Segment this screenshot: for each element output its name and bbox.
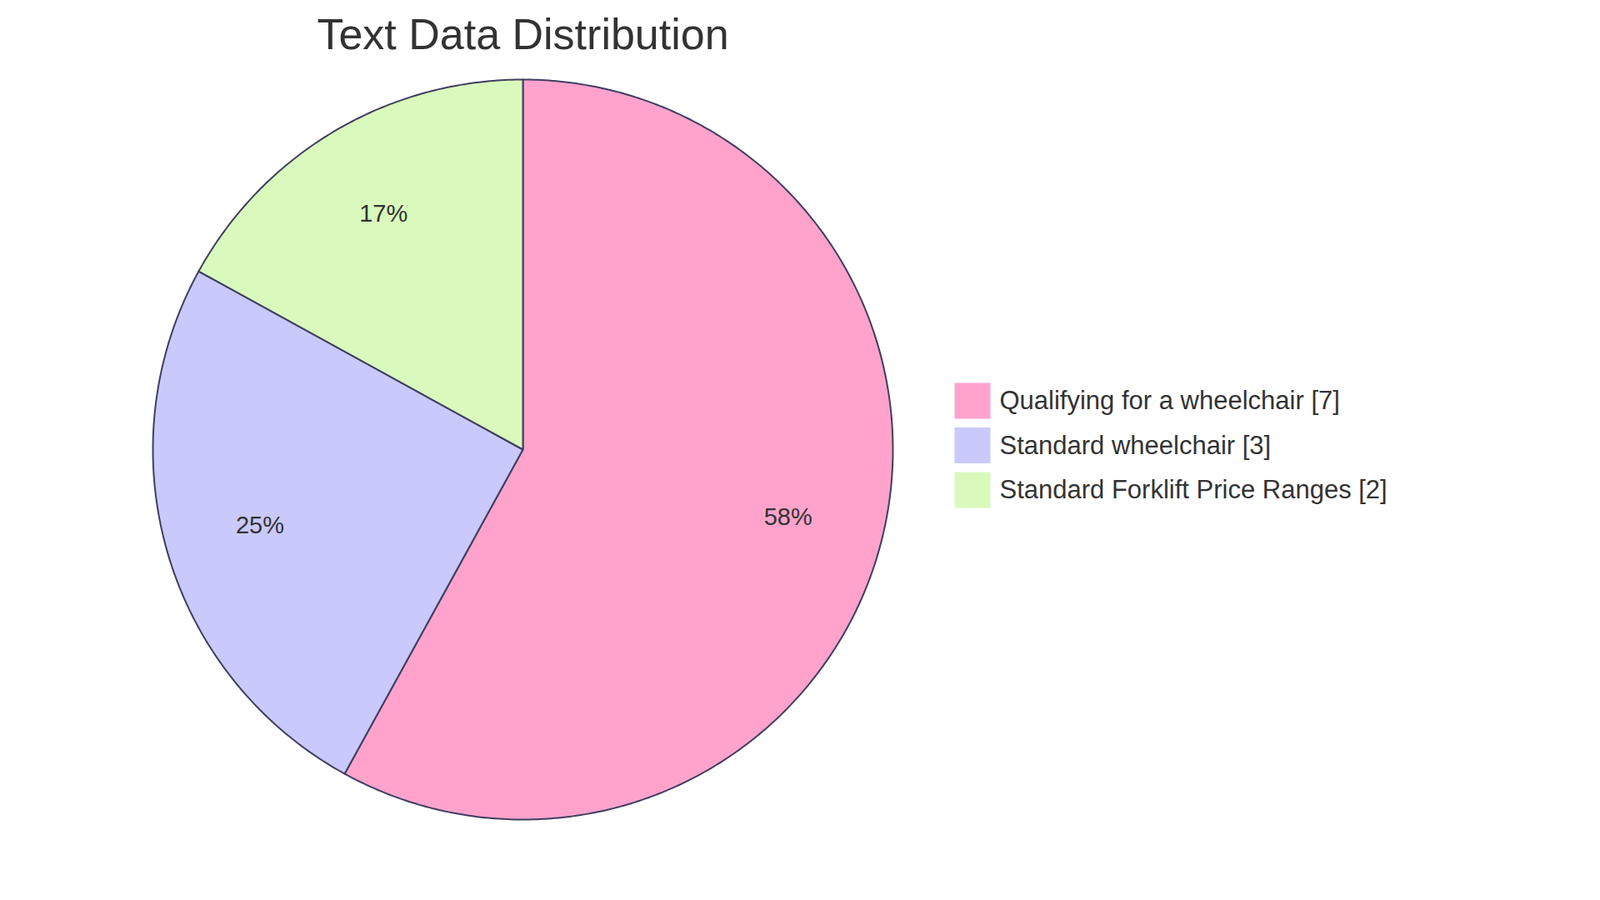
- svg-text:Text Data Distribution: Text Data Distribution: [316, 10, 729, 59]
- svg-text:Qualifying for a wheelchair [7: Qualifying for a wheelchair [7]: [1000, 385, 1340, 415]
- svg-text:25%: 25%: [235, 511, 285, 539]
- svg-text:Standard wheelchair [3]: Standard wheelchair [3]: [1000, 430, 1272, 460]
- svg-text:Standard Forklift Price Ranges: Standard Forklift Price Ranges [2]: [1000, 475, 1388, 505]
- svg-text:58%: 58%: [764, 503, 813, 530]
- svg-text:17%: 17%: [359, 200, 408, 227]
